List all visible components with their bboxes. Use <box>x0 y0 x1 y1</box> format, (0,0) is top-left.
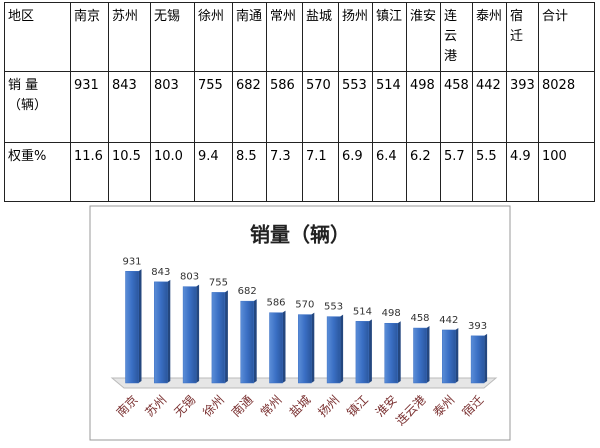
table-cell: 570 <box>302 71 339 143</box>
value-label: 498 <box>382 308 401 319</box>
value-label: 586 <box>266 298 285 309</box>
bar <box>384 322 398 384</box>
bar-side <box>397 321 401 383</box>
table-cell: 8028 <box>538 71 595 143</box>
table-cell: 514 <box>372 71 407 143</box>
table-cell: 地区 <box>4 2 71 72</box>
value-label: 514 <box>353 306 372 317</box>
value-label: 570 <box>295 300 314 311</box>
value-label: 843 <box>151 267 170 278</box>
table-cell: 宿迁 <box>506 2 539 72</box>
table-row: 权重% 11.6 10.5 10.0 9.4 8.5 7.3 7.1 6.9 6.4 6.2 5.7 5… <box>4 142 595 202</box>
table-cell: 682 <box>232 71 267 143</box>
table-cell: 南京 <box>70 2 109 72</box>
value-label: 458 <box>410 313 429 324</box>
bar-side <box>484 333 488 383</box>
bar <box>298 314 312 384</box>
bar <box>154 281 168 384</box>
bar-side <box>282 310 286 383</box>
table-cell: 498 <box>406 71 441 143</box>
bar-side <box>426 326 430 383</box>
table-cell: 553 <box>338 71 373 143</box>
table-cell: 5.5 <box>472 142 507 202</box>
bar-side <box>455 327 459 383</box>
table-cell: 100 <box>538 142 595 202</box>
table-cell: 8.5 <box>232 142 267 202</box>
table-row: 地区 南京 苏州 无锡 徐州 南通 常州 盐城 扬州 镇江 淮安 连云港 泰州 宿迁 合计 <box>4 2 595 72</box>
value-label: 755 <box>209 277 228 288</box>
bar <box>182 286 197 384</box>
table-row: 销 量（辆） 931 843 803 755 682 586 570 553 514 498 458 4… <box>4 71 595 143</box>
data-table: 地区 南京 苏州 无锡 徐州 南通 常州 盐城 扬州 镇江 淮安 连云港 泰州 宿迁 合计销 量（辆） 931… <box>4 2 595 202</box>
bar-side <box>340 314 344 383</box>
chart-title: 销量（辆） <box>250 223 350 247</box>
table-cell: 连云港 <box>440 2 473 72</box>
table-cell: 镇江 <box>372 2 407 72</box>
bar <box>240 300 254 384</box>
table-cell: 扬州 <box>338 2 373 72</box>
bar-side <box>138 269 142 383</box>
bar-side <box>368 319 372 383</box>
table-cell: 6.4 <box>372 142 407 202</box>
value-label: 803 <box>180 272 199 283</box>
value-label: 553 <box>324 302 343 313</box>
bar-side <box>311 312 315 383</box>
table-cell: 9.4 <box>194 142 233 202</box>
bar <box>442 329 456 384</box>
bar <box>125 271 139 384</box>
bar <box>470 335 485 384</box>
bar <box>413 327 427 384</box>
bar <box>211 292 226 384</box>
table-cell: 10.5 <box>108 142 151 202</box>
bar-side <box>224 290 228 383</box>
table-cell: 11.6 <box>70 142 109 202</box>
table-cell: 6.9 <box>338 142 373 202</box>
value-label: 682 <box>238 286 257 297</box>
bar <box>269 312 283 384</box>
bar-side <box>196 284 200 383</box>
table-cell: 权重% <box>4 142 71 202</box>
table-cell: 合计 <box>538 2 595 72</box>
table-cell: 7.1 <box>302 142 339 202</box>
table-cell: 销 量（辆） <box>4 71 71 143</box>
table-cell: 586 <box>266 71 303 143</box>
value-label: 442 <box>439 315 458 326</box>
bar <box>355 321 370 384</box>
table-cell: 泰州 <box>472 2 507 72</box>
bar-side <box>167 279 171 383</box>
table-cell: 803 <box>150 71 195 143</box>
table-cell: 常州 <box>266 2 303 72</box>
table-cell: 盐城 <box>302 2 339 72</box>
bar-side <box>253 299 257 383</box>
table-cell: 无锡 <box>150 2 195 72</box>
value-label: 393 <box>468 321 487 332</box>
bar <box>326 316 341 384</box>
table-cell: 6.2 <box>406 142 441 202</box>
value-label: 931 <box>122 256 141 267</box>
